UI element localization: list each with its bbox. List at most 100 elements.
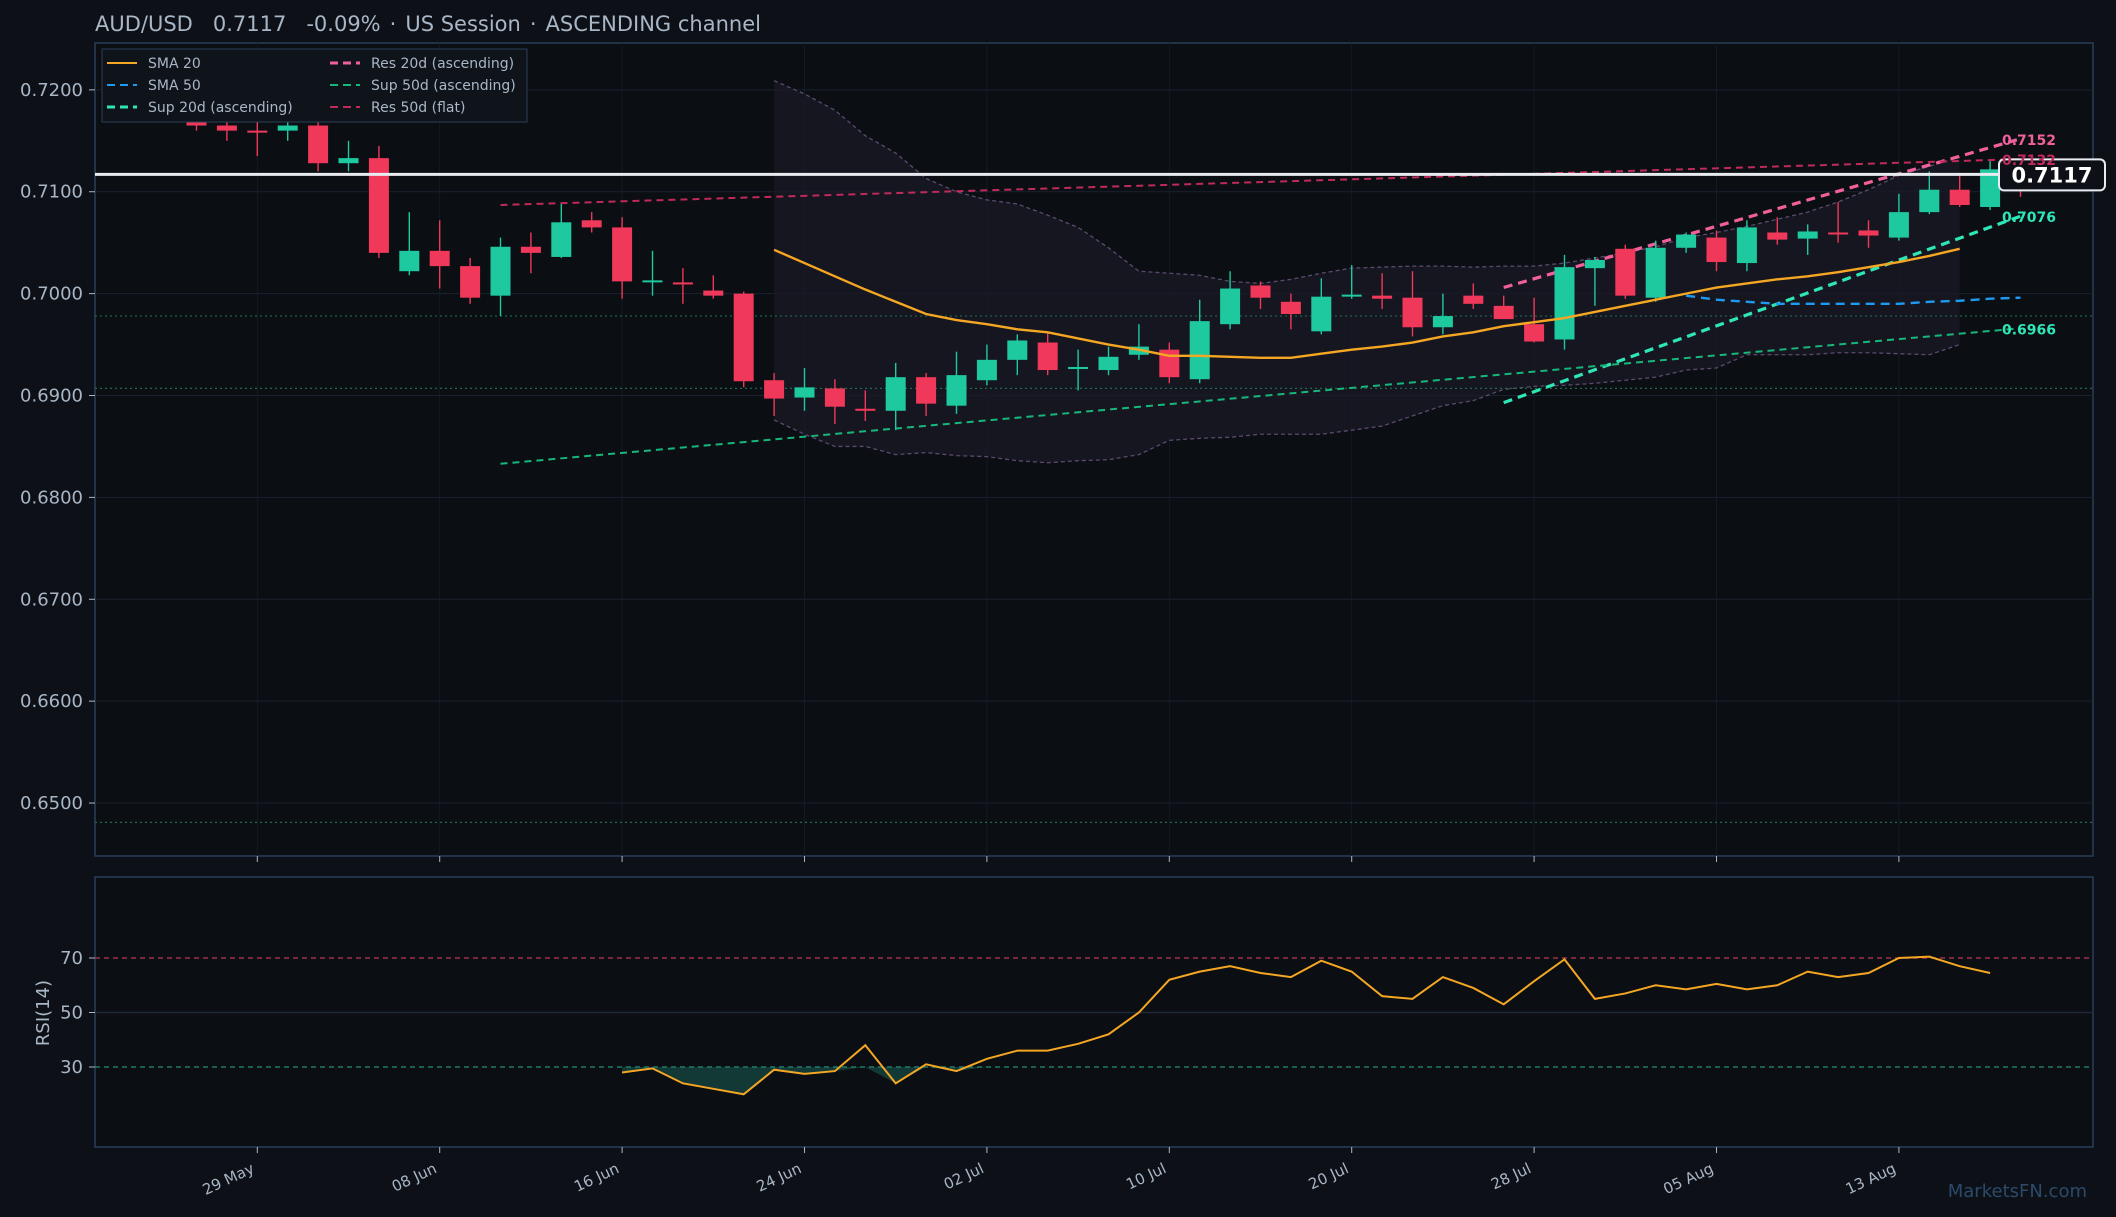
- candle-body: [1980, 169, 2001, 208]
- candle-body: [1432, 316, 1453, 328]
- candle: [703, 275, 724, 299]
- candle: [1767, 217, 1788, 245]
- candle: [1828, 201, 1849, 243]
- candle: [1645, 240, 1666, 302]
- candle: [794, 367, 815, 411]
- candle: [612, 217, 633, 299]
- candle-body: [703, 290, 724, 296]
- sma20-line: [773, 247, 1960, 360]
- candle: [1615, 244, 1636, 299]
- candle: [1372, 273, 1393, 309]
- candle-body: [1554, 267, 1575, 340]
- candle: [460, 257, 481, 304]
- candle-body: [338, 158, 359, 164]
- rsi-oversold-fill: [622, 1067, 987, 1095]
- candle: [642, 250, 663, 296]
- rsi-axis-label: RSI(14): [33, 980, 54, 1046]
- res50-trendline-label: 0.7132: [2002, 153, 2056, 169]
- legend-box: [101, 48, 528, 123]
- candle: [733, 291, 754, 388]
- candle: [916, 373, 937, 416]
- legend: SMA 20 SMA 50 Sup 20d (ascending) Res 20…: [101, 48, 528, 123]
- candle-body: [612, 227, 633, 282]
- horizontal-levels: [95, 315, 2093, 823]
- candle-body: [1858, 230, 1879, 236]
- candle-body: [1068, 366, 1089, 370]
- candle: [490, 237, 511, 317]
- sma50-line: [1685, 294, 2021, 306]
- candle-body: [1463, 295, 1484, 304]
- candle-body: [946, 375, 967, 406]
- candle-body: [1098, 356, 1119, 371]
- last-price-box: [1998, 158, 2106, 192]
- candle: [824, 379, 845, 425]
- sup50-trendline-label: 0.6966: [2002, 322, 2056, 338]
- candle: [399, 212, 420, 276]
- candle-body: [1402, 297, 1423, 328]
- candle: [1736, 220, 1757, 272]
- candle-body: [916, 377, 937, 404]
- rsi-tick-label: 70: [60, 948, 83, 969]
- candle-body: [1311, 296, 1332, 332]
- candle-body: [1220, 288, 1241, 325]
- candle: [672, 268, 693, 304]
- price-tick-label: 0.6800: [20, 487, 83, 508]
- candle: [1098, 346, 1119, 376]
- candle-body: [460, 266, 481, 298]
- candle: [247, 118, 268, 157]
- candle-body: [1007, 340, 1028, 360]
- candle: [1250, 281, 1271, 309]
- candle-body: [885, 377, 906, 411]
- candle: [976, 344, 997, 386]
- candle: [551, 203, 572, 258]
- candle: [1037, 332, 1058, 376]
- candle-body: [1189, 321, 1210, 380]
- rsi-series: 70 50 30: [60, 948, 2093, 1096]
- candle-body: [642, 280, 663, 283]
- last-price-label: 0.7117: [2011, 163, 2092, 187]
- candle-body: [794, 387, 815, 398]
- candle-body: [1797, 231, 1818, 239]
- candle-body: [976, 359, 997, 381]
- chart-title: AUD/USD 0.7117 -0.09% · US Session · ASCENDING…: [95, 12, 761, 36]
- candle-body: [1736, 227, 1757, 264]
- last-price-line: 0.7117: [95, 158, 2106, 192]
- bollinger-lower: [773, 343, 1960, 464]
- price-tick-label: 0.6700: [20, 589, 83, 610]
- price-tick-label: 0.6900: [20, 386, 83, 407]
- legend-sup20: Sup 20d (ascending): [148, 100, 293, 116]
- candle-body: [1645, 247, 1666, 298]
- candle: [520, 232, 541, 274]
- candle-body: [581, 220, 602, 228]
- candle: [1524, 297, 1545, 343]
- trendlines: [500, 137, 2022, 465]
- candle: [1463, 283, 1484, 309]
- candle-body: [1676, 234, 1697, 248]
- candle: [885, 362, 906, 431]
- candle-body: [1493, 305, 1514, 320]
- candle: [1432, 293, 1453, 335]
- candle: [855, 390, 876, 421]
- sup20-trendline-label: 0.7076: [2002, 210, 2056, 226]
- candle: [1280, 293, 1301, 330]
- watermark: MarketsFN.com: [1948, 1181, 2087, 1202]
- price-tick-label: 0.7200: [20, 80, 83, 101]
- candle-body: [308, 125, 329, 164]
- candle-body: [1037, 342, 1058, 371]
- candle-body: [1524, 324, 1545, 342]
- rsi-line: [621, 955, 1991, 1096]
- candle-body: [764, 380, 785, 399]
- price-tick-label: 0.7000: [20, 284, 83, 305]
- candle-body: [1341, 294, 1362, 297]
- candle-body: [824, 388, 845, 407]
- candle-body: [855, 408, 876, 411]
- price-tick-label: 0.6600: [20, 691, 83, 712]
- candle-body: [1949, 189, 1970, 205]
- candle-body: [399, 250, 420, 272]
- candle: [1858, 220, 1879, 248]
- legend-res50: Res 50d (flat): [371, 100, 465, 116]
- legend-res20: Res 20d (ascending): [371, 56, 514, 72]
- candle: [1554, 254, 1575, 350]
- legend-sma20: SMA 20: [148, 56, 201, 72]
